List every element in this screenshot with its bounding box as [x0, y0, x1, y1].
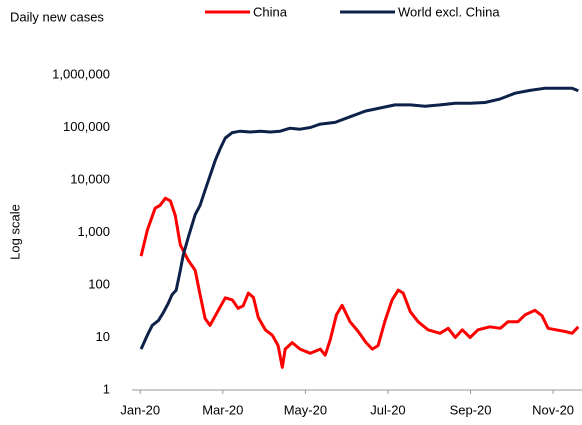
y-tick-label: 100	[88, 276, 110, 291]
x-tick-label: Mar-20	[202, 402, 243, 417]
chart-title: Daily new cases	[10, 9, 104, 24]
y-axis-label: Log scale	[7, 204, 22, 260]
x-tick-label: May-20	[284, 402, 327, 417]
legend-label: China	[253, 4, 288, 19]
y-tick-label: 1,000,000	[52, 66, 110, 81]
x-tick-label: Jul-20	[370, 402, 405, 417]
x-tick-label: Jan-20	[120, 402, 160, 417]
x-tick-label: Sep-20	[450, 402, 492, 417]
y-tick-label: 1,000	[77, 224, 110, 239]
y-tick-label: 100,000	[63, 119, 110, 134]
y-tick-label: 10,000	[70, 171, 110, 186]
y-tick-label: 1	[103, 381, 110, 396]
legend-label: World excl. China	[398, 4, 500, 19]
series-line	[139, 86, 579, 350]
y-tick-label: 10	[96, 329, 110, 344]
x-tick-label: Nov-20	[532, 402, 574, 417]
series-line	[139, 196, 580, 369]
